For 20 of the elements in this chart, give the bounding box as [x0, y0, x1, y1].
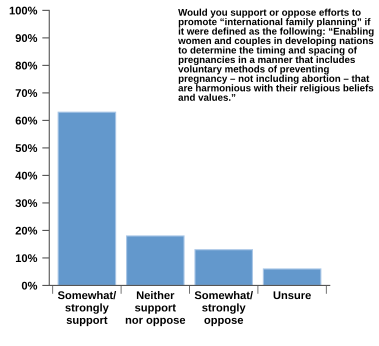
bar	[126, 235, 185, 286]
y-tick-label: 20%	[16, 226, 38, 235]
x-tick-label: Neither support nor oppose	[126, 291, 186, 326]
y-tick-label: 90%	[16, 34, 38, 42]
bar	[58, 112, 116, 286]
y-tick-label: 100%	[10, 6, 38, 15]
bar	[194, 249, 253, 286]
x-tick-label: Unsure	[274, 291, 311, 300]
x-tick-label: Somewhat/ strongly support	[58, 291, 116, 326]
y-tick-label: 80%	[16, 62, 38, 70]
y-tick-label: 60%	[16, 116, 38, 125]
y-tick-label: 70%	[16, 89, 38, 98]
y-tick-label: 10%	[16, 254, 38, 262]
y-tick-label: 40%	[15, 172, 38, 180]
x-tick-label: Somewhat/ strongly oppose	[194, 291, 253, 326]
y-tick-label: 0%	[22, 282, 38, 290]
y-tick-label: 50%	[16, 144, 38, 152]
chart-title: Would you support or oppose efforts to promote “international family planning” if it were defined as the following: “Enabling women and couples in developing nations to determine the timing and spacing of pregnancies in a manner that includes voluntary methods of preventing pregnancy – not including abortion – that are harmonious with their religious beliefs and values.”	[178, 8, 374, 101]
bar	[262, 268, 322, 286]
y-tick-label: 30%	[15, 199, 38, 208]
